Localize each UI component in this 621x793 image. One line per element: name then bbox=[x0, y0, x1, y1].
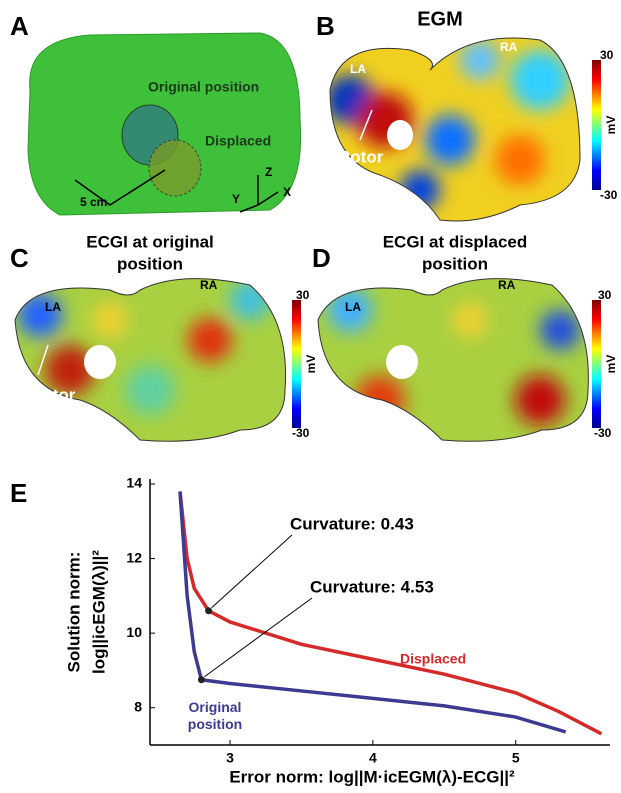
heart-displaced bbox=[149, 140, 201, 196]
x-tick-label: 3 bbox=[226, 750, 234, 766]
panel-title: position bbox=[117, 254, 183, 273]
axis-label: X bbox=[283, 185, 291, 199]
label: LA bbox=[350, 62, 366, 76]
panel-title: EGM bbox=[417, 8, 463, 30]
label: Displaced bbox=[205, 133, 271, 149]
colorbar bbox=[592, 300, 601, 428]
axis-label: Z bbox=[265, 165, 272, 179]
figure: A Original position Displaced 5 cm Z Y X… bbox=[0, 0, 621, 793]
egm-map bbox=[320, 30, 590, 230]
valve bbox=[84, 345, 116, 379]
label: LA bbox=[345, 300, 361, 314]
label: Rotor bbox=[30, 385, 76, 404]
y-axis-label: Solution norm: bbox=[64, 552, 83, 673]
annotation-arrow bbox=[204, 598, 312, 677]
x-tick-label: 5 bbox=[512, 750, 520, 766]
colorbar-label: -30 bbox=[292, 426, 310, 440]
ecgi-original-map bbox=[10, 270, 300, 450]
annotation: Curvature: 0.43 bbox=[290, 514, 414, 533]
y-tick-label: 10 bbox=[126, 624, 142, 640]
colorbar-label: 30 bbox=[600, 48, 614, 62]
colorbar-label: 30 bbox=[296, 288, 310, 302]
colorbar-label: 30 bbox=[598, 288, 612, 302]
annotation-point bbox=[205, 607, 212, 614]
panel-title: position bbox=[422, 254, 488, 273]
panel-letter: C bbox=[10, 243, 29, 273]
label: RA bbox=[500, 40, 518, 54]
y-tick-label: 14 bbox=[126, 475, 142, 491]
valve bbox=[386, 345, 418, 379]
label: RA bbox=[200, 278, 218, 292]
panel-letter: D bbox=[312, 243, 331, 273]
colorbar-label: -30 bbox=[600, 188, 618, 202]
panel-letter: E bbox=[10, 478, 27, 508]
x-axis-label: Error norm: log||M·icEGM(λ)-ECG||² bbox=[229, 767, 515, 786]
valve bbox=[387, 120, 413, 150]
label: RA bbox=[498, 278, 516, 292]
label: Rotor bbox=[338, 147, 384, 166]
label: LA bbox=[45, 300, 61, 314]
colorbar-label: -30 bbox=[594, 426, 612, 440]
y-axis-label: log||icEGM(λ)||² bbox=[89, 550, 108, 674]
label: Original position bbox=[148, 79, 259, 95]
colorbar bbox=[592, 60, 601, 190]
annotation: Curvature: 4.53 bbox=[310, 577, 434, 596]
panel-title: ECGI at original bbox=[86, 232, 214, 251]
scale-label: 5 cm bbox=[80, 195, 107, 209]
y-tick-label: 8 bbox=[134, 698, 142, 714]
series-label: Displaced bbox=[400, 651, 466, 667]
y-tick-label: 12 bbox=[126, 549, 142, 565]
ecgi-displaced-map bbox=[312, 270, 602, 450]
colorbar-unit: mV bbox=[604, 355, 618, 374]
colorbar-unit: mV bbox=[604, 116, 618, 135]
colorbar bbox=[292, 300, 301, 428]
annotation-arrow bbox=[212, 535, 292, 608]
annotation-point bbox=[198, 676, 205, 683]
panel-letter: A bbox=[10, 11, 29, 41]
colorbar-unit: mV bbox=[304, 355, 318, 374]
x-tick-label: 4 bbox=[369, 750, 377, 766]
panel-letter: B bbox=[316, 11, 335, 41]
panel-title: ECGI at displaced bbox=[383, 232, 528, 251]
axis-label: Y bbox=[232, 192, 240, 206]
